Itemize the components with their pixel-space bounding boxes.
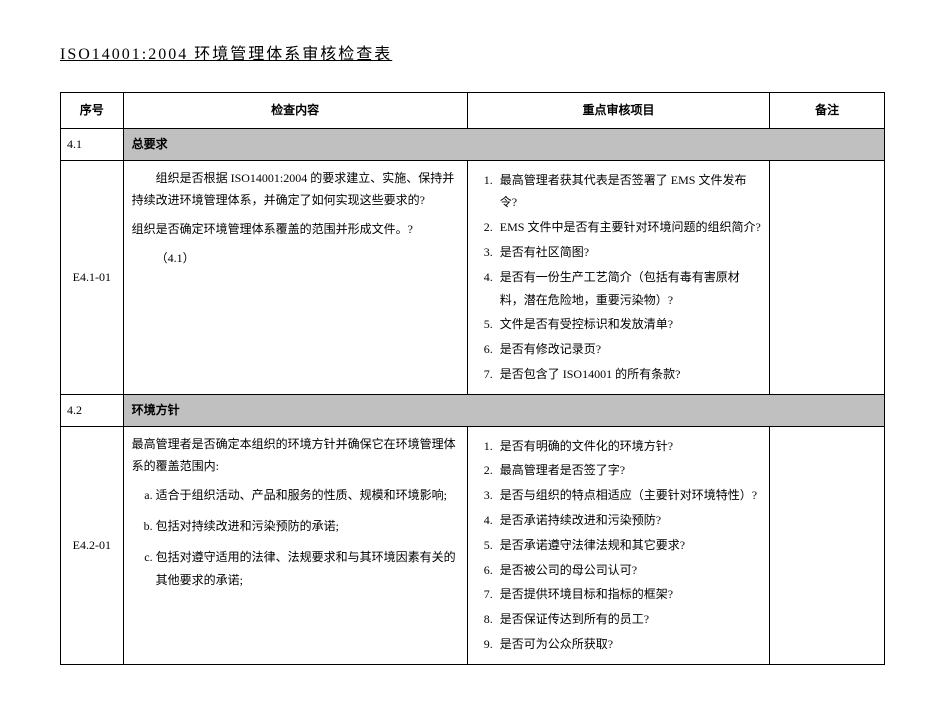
table-row: E4.1-01 组织是否根据 ISO14001:2004 的要求建立、实施、保持… [61,160,885,394]
audit-content: 是否有明确的文件化的环境方针? 最高管理者是否签了字? 是否与组织的特点相适应（… [467,426,769,664]
section-name: 总要求 [123,128,884,160]
col-header-seq: 序号 [61,93,124,129]
audit-item: 是否被公司的母公司认可? [496,559,761,582]
note-cell [770,426,885,664]
row-seq: E4.1-01 [61,160,124,394]
section-row: 4.2 环境方针 [61,394,885,426]
section-seq: 4.2 [61,394,124,426]
check-content: 组织是否根据 ISO14001:2004 的要求建立、实施、保持并持续改进环境管… [123,160,467,394]
audit-list: 是否有明确的文件化的环境方针? 最高管理者是否签了字? 是否与组织的特点相适应（… [476,435,761,656]
audit-list: 最高管理者获其代表是否签署了 EMS 文件发布令? EMS 文件中是否有主要针对… [476,169,761,386]
note-cell [770,160,885,394]
section-name: 环境方针 [123,394,884,426]
audit-table: 序号 检查内容 重点审核项目 备注 4.1 总要求 E4.1-01 组织是否根据… [60,92,885,665]
audit-item: 最高管理者获其代表是否签署了 EMS 文件发布令? [496,169,761,215]
check-alpha-list: 适合于组织活动、产品和服务的性质、规模和环境影响; 包括对持续改进和污染预防的承… [132,484,459,591]
table-header-row: 序号 检查内容 重点审核项目 备注 [61,93,885,129]
check-alpha-item: 包括对持续改进和污染预防的承诺; [156,515,459,538]
check-para: （4.1） [132,247,459,270]
check-para: 组织是否确定环境管理体系覆盖的范围并形成文件。? [132,218,459,241]
audit-item: 是否包含了 ISO14001 的所有条款? [496,363,761,386]
audit-item: 是否有社区简图? [496,241,761,264]
page-title: ISO14001:2004 环境管理体系审核检查表 [60,40,885,64]
audit-item: 是否保证传达到所有的员工? [496,608,761,631]
audit-item: 是否有一份生产工艺简介（包括有毒有害原材料，潜在危险地，重要污染物）? [496,266,761,312]
audit-item: EMS 文件中是否有主要针对环境问题的组织简介? [496,216,761,239]
audit-item: 是否提供环境目标和指标的框架? [496,583,761,606]
audit-item: 是否承诺持续改进和污染预防? [496,509,761,532]
check-content: 最高管理者是否确定本组织的环境方针并确保它在环境管理体 系的覆盖范围内: 适合于… [123,426,467,664]
row-seq: E4.2-01 [61,426,124,664]
section-row: 4.1 总要求 [61,128,885,160]
col-header-check: 检查内容 [123,93,467,129]
audit-content: 最高管理者获其代表是否签署了 EMS 文件发布令? EMS 文件中是否有主要针对… [467,160,769,394]
section-seq: 4.1 [61,128,124,160]
check-lead: 最高管理者是否确定本组织的环境方针并确保它在环境管理体 系的覆盖范围内: [132,433,459,479]
audit-item: 是否承诺遵守法律法规和其它要求? [496,534,761,557]
audit-item: 文件是否有受控标识和发放清单? [496,313,761,336]
check-alpha-item: 适合于组织活动、产品和服务的性质、规模和环境影响; [156,484,459,507]
col-header-audit: 重点审核项目 [467,93,769,129]
check-para: 组织是否根据 ISO14001:2004 的要求建立、实施、保持并持续改进环境管… [132,167,459,213]
table-row: E4.2-01 最高管理者是否确定本组织的环境方针并确保它在环境管理体 系的覆盖… [61,426,885,664]
audit-item: 最高管理者是否签了字? [496,459,761,482]
audit-item: 是否可为公众所获取? [496,633,761,656]
audit-item: 是否有修改记录页? [496,338,761,361]
check-alpha-item: 包括对遵守适用的法律、法规要求和与其环境因素有关的其他要求的承诺; [156,546,459,592]
audit-item: 是否有明确的文件化的环境方针? [496,435,761,458]
audit-item: 是否与组织的特点相适应（主要针对环境特性）? [496,484,761,507]
col-header-note: 备注 [770,93,885,129]
